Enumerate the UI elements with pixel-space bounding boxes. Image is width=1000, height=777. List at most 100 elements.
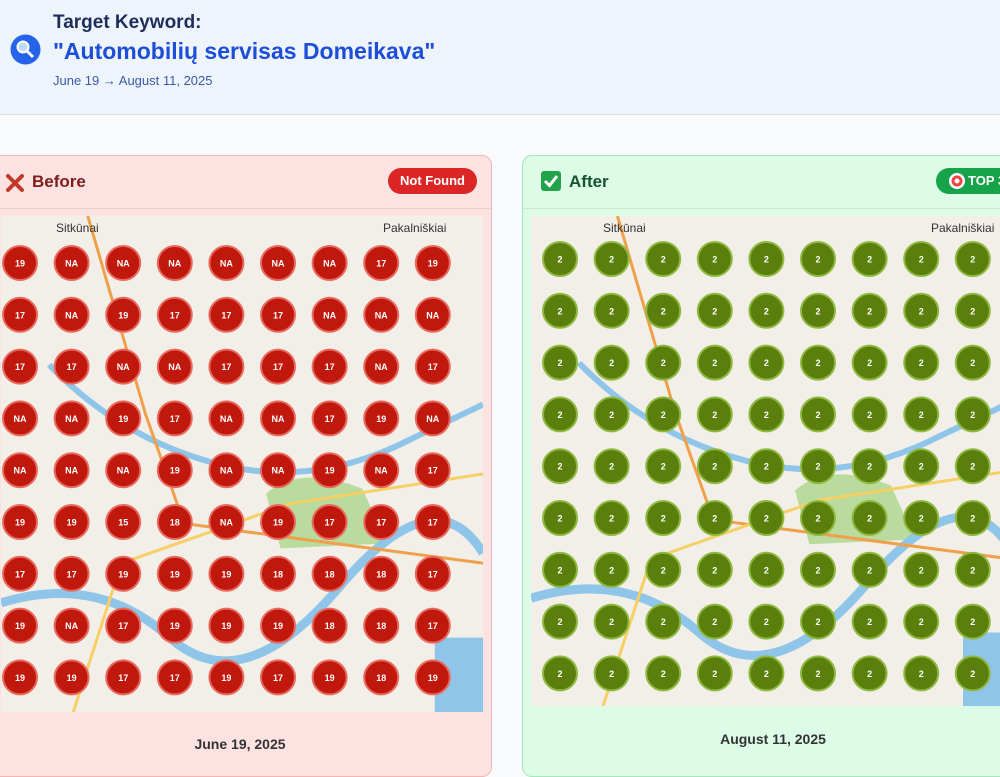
rank-value: 2 [661,410,666,420]
rank-value: 2 [661,306,666,316]
rank-pin [414,452,451,489]
rank-pin [363,348,400,385]
rank-pin [696,241,733,277]
river [576,360,1000,473]
rank-pin [105,607,142,644]
rank-pin [2,555,38,592]
rank-value: 2 [609,358,614,368]
rank-value: 18 [325,621,335,631]
rank-value: 2 [764,358,769,368]
rank-pin [645,396,682,433]
rank-pin [208,607,245,644]
rank-value: 2 [919,514,924,524]
rank-pin [208,400,245,437]
rank-pin [311,659,348,696]
rank-pin [851,396,888,433]
rank-pin [363,245,400,281]
before-panel: Before Not Found Sitkūnai Pakalniškiai 19 N… [0,155,492,777]
rank-pin [414,607,451,644]
rank-pin [593,344,630,381]
rank-pin [593,241,630,277]
rank-pin [542,551,578,588]
rank-pin [311,452,348,489]
rank-value: 2 [557,255,562,265]
rank-pin [156,504,193,540]
rank-value: 2 [609,306,614,316]
place-label: Pakalniškiai [931,221,994,235]
status-badge: TOP 3 [936,168,1000,194]
rank-value: NA [323,310,336,320]
rank-value: 2 [815,462,820,472]
rank-pin [593,396,630,433]
rank-value: 17 [428,621,438,631]
rank-value: 2 [557,358,562,368]
rank-value: 2 [661,462,666,472]
rank-value: 2 [557,462,562,472]
rank-value: 17 [325,362,335,372]
rank-value: 2 [815,617,820,627]
rank-pin [800,396,836,433]
rank-pin [2,504,38,540]
rank-pin [363,504,400,540]
rank-pin [53,555,90,592]
rank-value: 17 [273,362,283,372]
rank-value: 15 [118,518,128,528]
rank-value: 19 [170,569,180,579]
panel-header: After TOP 3 [523,156,1000,209]
rank-value: 17 [15,310,25,320]
rank-pin [954,292,991,329]
rank-pin [954,551,991,588]
rank-pin [800,344,836,381]
rank-pin [208,296,245,333]
rank-pin [851,551,888,588]
rank-pin [2,659,38,696]
rank-pin [851,292,888,329]
rank-value: 19 [118,310,128,320]
rank-pin [800,448,836,485]
rank-pin [260,296,296,333]
rank-pin [645,500,682,536]
rank-pin [208,504,245,540]
rank-pin [208,245,245,281]
rank-pin [903,603,940,640]
rank-value: NA [117,466,130,476]
rank-pin [593,551,630,588]
rank-pin [414,400,451,437]
rank-value: 19 [273,621,283,631]
rank-value: 19 [428,673,438,683]
rank-value: 2 [609,514,614,524]
panel-header: Before Not Found [0,156,491,209]
rank-value: 17 [428,518,438,528]
rank-value: 17 [15,362,25,372]
rank-value: 2 [764,565,769,575]
rank-pin [903,500,940,536]
rank-pin [903,292,940,329]
road [601,470,1000,706]
rank-value: NA [168,362,181,372]
rank-value: 2 [919,669,924,679]
rank-pin [53,296,90,333]
rank-value: 2 [970,358,975,368]
rank-value: 19 [221,621,231,631]
search-icon [10,34,41,65]
rank-value: 17 [325,518,335,528]
rank-value: 17 [221,310,231,320]
rank-pin [363,607,400,644]
header: Target Keyword: "Automobilių servisas Do… [0,0,1000,115]
rank-value: 17 [428,569,438,579]
cross-icon [6,174,24,192]
rank-pin [542,603,578,640]
rank-value: 2 [815,565,820,575]
place-label: Sitkūnai [56,221,99,235]
rank-pin [260,607,296,644]
rank-pin [645,655,682,692]
rank-pin [311,607,348,644]
rank-pin [53,607,90,644]
rank-value: NA [65,259,78,269]
rank-pin [903,344,940,381]
rank-value: 18 [325,569,335,579]
rank-pin [903,396,940,433]
rank-pin [156,296,193,333]
rank-pin [954,396,991,433]
rank-value: 19 [170,466,180,476]
